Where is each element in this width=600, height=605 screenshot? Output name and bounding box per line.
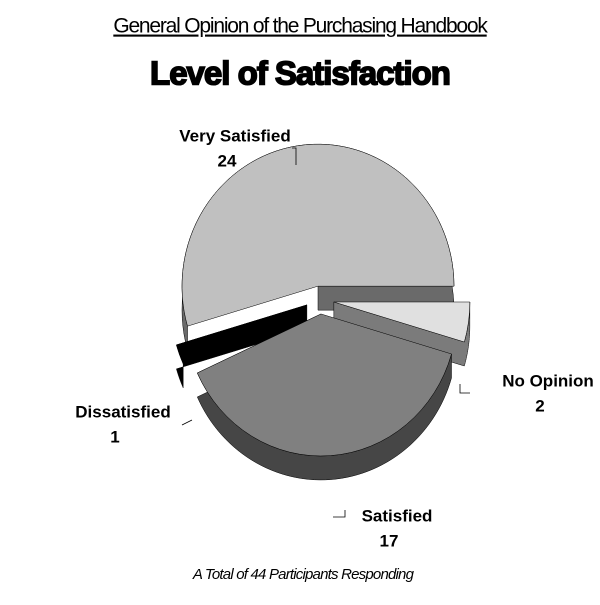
slice-value: 17 (380, 531, 399, 550)
slice-labels: Very Satisfied 24 Dissatisfied 1 Satisfied 17… (75, 126, 594, 550)
slice-value: 24 (218, 151, 237, 170)
slice-label: Very Satisfied (179, 126, 291, 145)
chart-subtitle: Level of Satisfaction (150, 55, 450, 92)
slice (196, 313, 452, 457)
slice (181, 143, 455, 327)
slice-label: Satisfied (362, 506, 433, 525)
slice-label: No Opinion (502, 371, 594, 390)
leader-line (292, 147, 297, 165)
leader-line (459, 384, 470, 394)
leader-line (181, 419, 193, 426)
slice-value: 2 (535, 396, 544, 415)
slice (176, 304, 307, 365)
slice-label: Dissatisfied (75, 402, 170, 421)
slice (333, 301, 471, 343)
pie-tops (176, 143, 471, 457)
chart-title: General Opinion of the Purchasing Handbo… (113, 15, 488, 38)
chart-footer: A Total of 44 Participants Responding (192, 566, 415, 583)
slice-value: 1 (110, 427, 119, 446)
leader-line (333, 510, 346, 518)
